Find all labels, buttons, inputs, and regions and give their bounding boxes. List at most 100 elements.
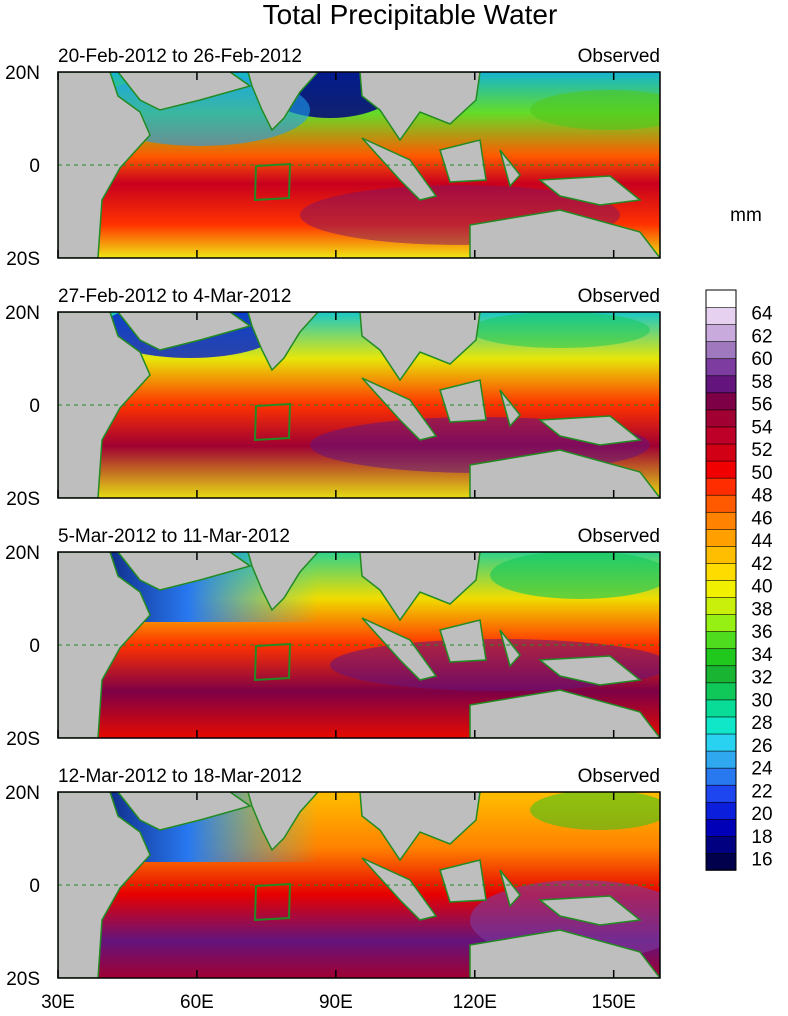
colorbar-swatch — [705, 852, 737, 871]
colorbar-label: 54 — [751, 417, 773, 438]
colorbar-label: 40 — [751, 577, 772, 598]
colorbar-swatch — [705, 664, 737, 684]
panel-1-ytick-north: 20N — [5, 63, 40, 84]
x-tick-label: 30E — [41, 992, 75, 1013]
panel-2-islands — [361, 377, 642, 446]
panel-4-islands — [361, 857, 642, 926]
panel-3-indochina — [359, 552, 481, 622]
panel-3-box — [253, 642, 292, 682]
colorbar-swatch — [705, 289, 737, 308]
colorbar-swatch — [705, 682, 737, 701]
panel-2-period: 27-Feb-2012 to 4-Mar-2012 — [58, 286, 291, 307]
colorbar-label: 34 — [751, 645, 773, 666]
panel-2-australia — [469, 449, 660, 498]
colorbar-swatch — [705, 562, 737, 581]
panel-4-arabia — [117, 792, 252, 831]
colorbar-swatch — [705, 494, 737, 513]
panel-4-tag: Observed — [578, 766, 660, 787]
map-panel-1: 20-Feb-2012 to 26-Feb-2012 Observed 20N … — [5, 46, 661, 270]
panel-4-box — [253, 882, 292, 922]
colorbar-swatch — [705, 374, 737, 394]
panel-1-period: 20-Feb-2012 to 26-Feb-2012 — [58, 46, 302, 67]
panel-4-africa — [58, 792, 151, 978]
colorbar-swatch — [705, 613, 737, 632]
colorbar-label: 48 — [751, 486, 772, 507]
colorbar-label: 58 — [751, 372, 772, 393]
panel-3-ytick-eq: 0 — [29, 636, 40, 657]
colorbar-swatch — [705, 699, 737, 718]
panel-2-africa — [58, 312, 151, 498]
colorbar-label: 62 — [751, 326, 772, 347]
panel-1-india — [247, 72, 320, 132]
colorbar-swatch — [705, 306, 737, 325]
colorbar-label: 38 — [751, 599, 772, 620]
colorbar-label: 42 — [751, 554, 772, 575]
colorbar-label: 22 — [751, 781, 772, 802]
colorbar-swatch — [705, 801, 737, 820]
colorbar-swatch — [705, 511, 737, 530]
panel-4-ytick-south: 20S — [6, 969, 40, 990]
colorbar-swatch — [705, 630, 737, 650]
colorbar-label: 64 — [751, 304, 773, 325]
colorbar-swatch — [705, 528, 737, 547]
colorbar: 1618202224262830323436384042444648505254… — [705, 289, 773, 871]
colorbar-label: 30 — [751, 690, 772, 711]
panel-3-africa — [58, 552, 151, 738]
panel-2-frame — [57, 311, 661, 499]
panel-3-arabia — [117, 552, 252, 591]
colorbar-swatch — [705, 477, 737, 496]
colorbar-swatch — [705, 647, 737, 667]
panel-2-tag: Observed — [578, 286, 660, 307]
colorbar-swatch — [705, 357, 737, 377]
panel-2-dry-north-east — [470, 312, 650, 348]
panel-1-dry-north-east — [530, 90, 660, 130]
colorbar-label: 18 — [751, 827, 772, 848]
panel-4-ytick-eq: 0 — [29, 876, 40, 897]
x-tick-label: 150E — [592, 992, 636, 1013]
colorbar-swatch — [705, 460, 737, 479]
colorbar-swatch — [705, 767, 737, 786]
panel-3-tag: Observed — [578, 526, 660, 547]
panel-1-africa — [58, 72, 151, 258]
colorbar-label: 44 — [751, 531, 773, 552]
panel-1-box — [253, 162, 292, 202]
panel-4-period: 12-Mar-2012 to 18-Mar-2012 — [58, 766, 302, 787]
colorbar-label: 56 — [751, 395, 772, 416]
panel-1-indochina — [359, 72, 481, 142]
colorbar-swatch — [705, 443, 737, 462]
colorbar-swatch — [705, 409, 737, 428]
panel-2-india — [247, 312, 320, 372]
colorbar-swatch — [705, 716, 737, 735]
colorbar-swatch — [705, 323, 737, 342]
colorbar-frame — [705, 289, 737, 871]
colorbar-swatch — [705, 545, 737, 564]
colorbar-units: mm — [730, 205, 762, 226]
colorbar-label: 52 — [751, 440, 772, 461]
colorbar-swatch — [705, 579, 737, 598]
colorbar-swatch — [705, 426, 737, 445]
panel-3-ytick-north: 20N — [5, 543, 40, 564]
panel-3-india — [247, 552, 320, 612]
colorbar-label: 60 — [751, 349, 772, 370]
panel-3-frame — [57, 551, 661, 739]
colorbar-label: 26 — [751, 736, 772, 757]
panel-1-ytick-eq: 0 — [29, 156, 40, 177]
panel-3-dry-north-east — [490, 552, 660, 599]
panel-4-australia — [469, 929, 660, 978]
panel-3-period: 5-Mar-2012 to 11-Mar-2012 — [58, 526, 290, 547]
panel-1-australia — [469, 209, 660, 258]
panel-1-arabia — [117, 72, 252, 111]
colorbar-label: 28 — [751, 713, 772, 734]
x-tick-label: 120E — [453, 992, 497, 1013]
map-panel-4: 12-Mar-2012 to 18-Mar-2012 Observed 20N … — [5, 766, 661, 990]
panel-4-india — [247, 792, 320, 852]
panel-1-frame — [57, 71, 661, 259]
panel-1-tag: Observed — [578, 46, 660, 67]
panel-4-frame — [57, 791, 661, 979]
colorbar-swatch — [705, 392, 737, 411]
panel-4-dry-north-east — [530, 792, 660, 830]
colorbar-label: 16 — [751, 850, 772, 871]
map-panel-3: 5-Mar-2012 to 11-Mar-2012 Observed 20N 0… — [5, 526, 661, 750]
panel-4-ytick-north: 20N — [5, 783, 40, 804]
figure-title: Total Precipitable Water — [263, 0, 558, 30]
